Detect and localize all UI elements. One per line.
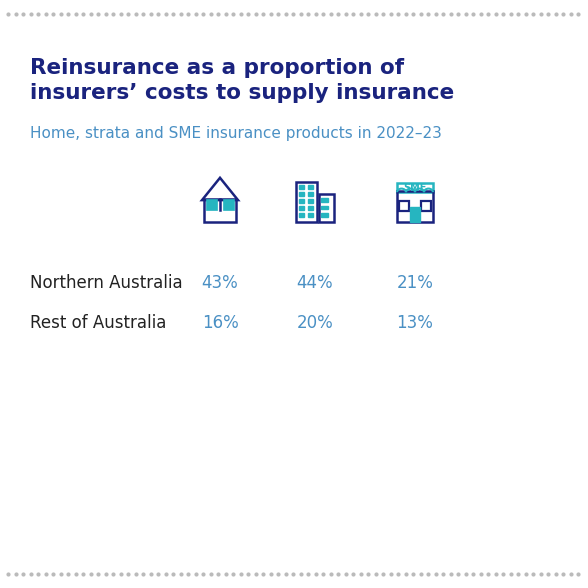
FancyBboxPatch shape <box>322 213 328 217</box>
FancyBboxPatch shape <box>223 199 235 210</box>
FancyBboxPatch shape <box>410 208 420 222</box>
Text: 21%: 21% <box>396 274 433 292</box>
Text: SME: SME <box>403 182 427 192</box>
FancyBboxPatch shape <box>299 206 304 210</box>
Text: 16%: 16% <box>202 314 238 332</box>
FancyBboxPatch shape <box>299 192 304 196</box>
Text: 44%: 44% <box>297 274 333 292</box>
Text: 20%: 20% <box>296 314 333 332</box>
FancyBboxPatch shape <box>308 213 313 218</box>
FancyBboxPatch shape <box>299 199 304 203</box>
Text: Home, strata and SME insurance products in 2022–23: Home, strata and SME insurance products … <box>30 126 442 141</box>
Text: 43%: 43% <box>202 274 238 292</box>
FancyBboxPatch shape <box>308 185 313 189</box>
Text: Reinsurance as a proportion of
insurers’ costs to supply insurance: Reinsurance as a proportion of insurers’… <box>30 58 455 103</box>
Text: Rest of Australia: Rest of Australia <box>30 314 166 332</box>
FancyBboxPatch shape <box>299 185 304 189</box>
FancyBboxPatch shape <box>299 213 304 218</box>
FancyBboxPatch shape <box>322 206 328 209</box>
FancyBboxPatch shape <box>206 199 217 210</box>
FancyBboxPatch shape <box>322 198 328 202</box>
FancyBboxPatch shape <box>308 206 313 210</box>
FancyBboxPatch shape <box>308 192 313 196</box>
Text: Northern Australia: Northern Australia <box>30 274 183 292</box>
Text: 13%: 13% <box>396 314 433 332</box>
FancyBboxPatch shape <box>308 199 313 203</box>
